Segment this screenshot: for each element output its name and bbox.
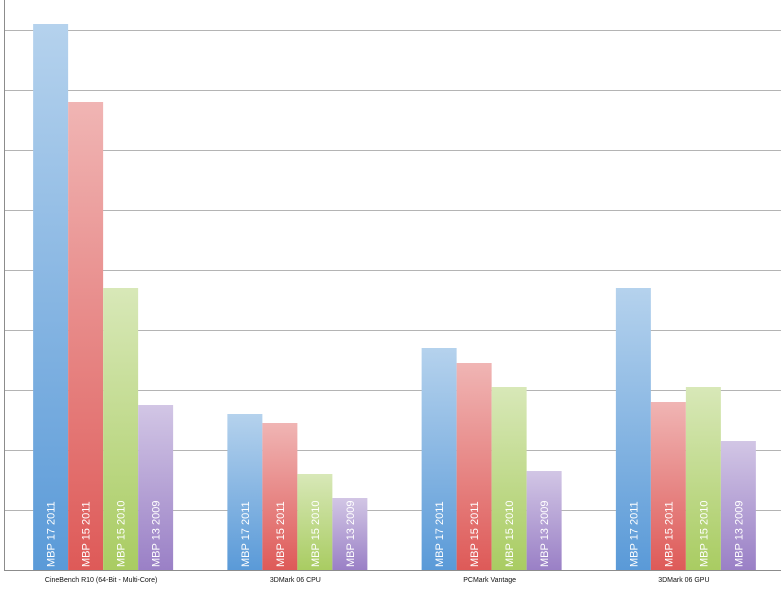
bar-series-label: MBP 13 2009 (151, 501, 163, 567)
bar-2-1 (297, 474, 333, 570)
bar-0-3 (615, 288, 651, 570)
bar-series-label: MBP 15 2010 (116, 501, 128, 567)
bar-3-0 (138, 405, 174, 570)
bar-1-2 (456, 363, 492, 570)
category-label: 3DMark 06 GPU (658, 577, 709, 584)
bar-series-label: MBP 17 2011 (628, 501, 640, 567)
bar-series-label: MBP 17 2011 (46, 501, 58, 567)
bar-1-1 (262, 423, 298, 570)
bar-3-3 (720, 441, 756, 570)
bar-series-label: MBP 15 2010 (698, 501, 710, 567)
bar-1-0 (68, 102, 104, 570)
bar-3-2 (526, 471, 562, 570)
bar-series-label: MBP 15 2011 (275, 501, 287, 567)
bar-series-label: MBP 15 2011 (469, 501, 481, 567)
category-label: CineBench R10 (64-Bit - Multi-Core) (45, 577, 157, 584)
bar-series-label: MBP 17 2011 (240, 501, 252, 567)
bar-0-0 (33, 24, 69, 570)
bar-series-label: MBP 15 2010 (310, 501, 322, 567)
bars: MBP 17 2011 MBP 15 2011 MBP 15 2010 MBP 13 … (33, 24, 756, 570)
category-label: PCMark Vantage (463, 577, 516, 584)
bar-series-label: MBP 15 2011 (81, 501, 93, 567)
bar-2-3 (685, 387, 721, 570)
bar-series-label: MBP 13 2009 (733, 501, 745, 567)
bar-3-1 (332, 498, 368, 570)
category-labels: CineBench R10 (64-Bit - Multi-Core) 3DMar… (45, 577, 710, 584)
bar-0-2 (421, 348, 457, 570)
bar-series-label: MBP 13 2009 (345, 501, 357, 567)
bar-series-label: MBP 15 2010 (504, 501, 516, 567)
bar-series-label: MBP 13 2009 (539, 501, 551, 567)
bar-series-label: MBP 15 2011 (663, 501, 675, 567)
bar-2-2 (491, 387, 527, 570)
category-label: 3DMark 06 CPU (270, 577, 321, 584)
bar-series-label: MBP 17 2011 (434, 501, 446, 567)
bar-2-0 (103, 288, 139, 570)
bar-0-1 (227, 414, 263, 570)
bar-1-3 (650, 402, 686, 570)
